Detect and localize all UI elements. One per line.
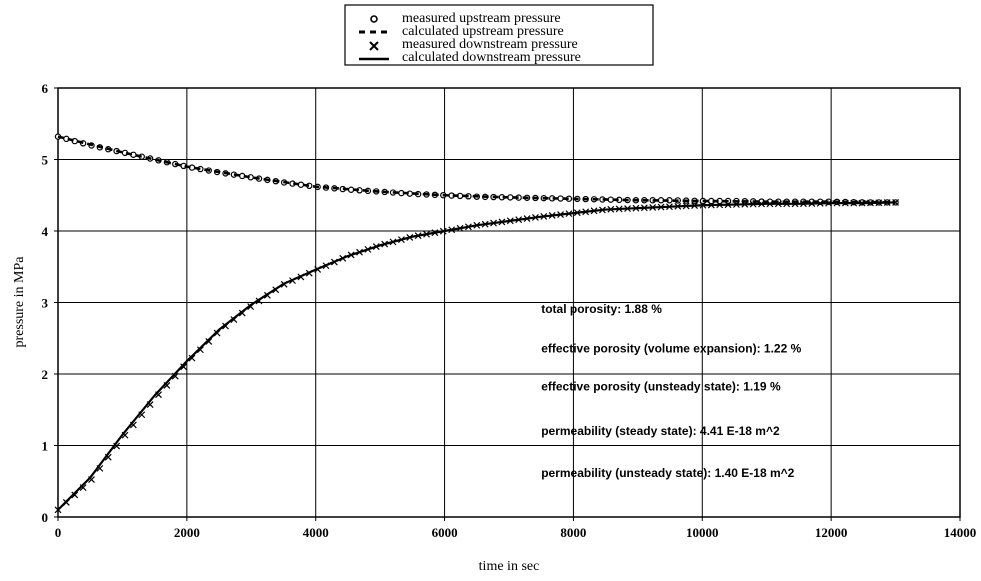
x-tick-label: 4000 bbox=[303, 525, 329, 540]
legend-label-calculated-downstream: calculated downstream pressure bbox=[402, 50, 581, 65]
data-point-x-stroke bbox=[113, 442, 121, 450]
series-measured-upstream-pressure bbox=[54, 133, 899, 206]
x-tick-label: 10000 bbox=[686, 525, 719, 540]
data-point-x-stroke bbox=[79, 484, 87, 491]
data-point-x-stroke bbox=[188, 354, 196, 362]
data-point-x-stroke bbox=[138, 411, 146, 419]
data-point-x bbox=[71, 491, 79, 499]
annotation-text: effective porosity (unsteady state): 1.1… bbox=[541, 379, 781, 393]
x-tick-label: 2000 bbox=[174, 525, 200, 540]
y-axis-title: pressure in MPa bbox=[12, 256, 27, 348]
annotations: total porosity: 1.88 % effective porosity… bbox=[541, 302, 801, 480]
series bbox=[54, 133, 899, 514]
x-tick-label: 8000 bbox=[560, 525, 586, 540]
legend-label-measured-downstream: measured downstream pressure bbox=[402, 37, 578, 52]
legend: measured upstream pressure calculated up… bbox=[344, 4, 654, 66]
data-point-x-stroke bbox=[180, 363, 188, 371]
data-point-x bbox=[196, 346, 204, 354]
data-point-x-stroke bbox=[104, 453, 112, 461]
data-point-x-stroke bbox=[121, 431, 129, 439]
data-point-x-stroke bbox=[71, 491, 79, 499]
data-point-x-stroke bbox=[146, 401, 154, 408]
plot-area-border bbox=[57, 87, 961, 518]
data-point-x bbox=[180, 363, 188, 371]
grid bbox=[54, 87, 961, 521]
x-tick-label: 6000 bbox=[432, 525, 458, 540]
y-tick-label: 4 bbox=[42, 224, 49, 239]
data-point-x bbox=[188, 354, 196, 362]
data-point-circle bbox=[557, 195, 564, 202]
data-point-x-stroke bbox=[88, 476, 95, 483]
tick-labels: 0 2000 4000 6000 8000 10000 12000 14000 0 1 2 3 4 5 6 bbox=[42, 81, 977, 540]
series-calculated-downstream-pressure bbox=[57, 201, 896, 511]
annotation-text: effective porosity (volume expansion): 1… bbox=[541, 342, 801, 356]
series-line bbox=[57, 201, 896, 511]
legend-marker-x bbox=[369, 41, 379, 51]
data-point-x-stroke bbox=[96, 464, 104, 472]
y-tick-label: 2 bbox=[42, 367, 49, 382]
series-line bbox=[57, 135, 896, 204]
x-axis-title: time in sec bbox=[479, 559, 540, 574]
x-tick-label: 12000 bbox=[815, 525, 848, 540]
data-point-x-stroke bbox=[129, 421, 137, 429]
x-tick-label: 0 bbox=[55, 525, 62, 540]
legend-label-calculated-upstream: calculated upstream pressure bbox=[402, 24, 564, 39]
y-tick-label: 0 bbox=[42, 510, 49, 525]
data-point-x-stroke bbox=[196, 346, 204, 354]
x-tick-label: 14000 bbox=[944, 525, 977, 540]
data-point-x-stroke bbox=[171, 372, 179, 380]
data-point-x-stroke bbox=[205, 337, 213, 345]
annotation-text: permeability (unsteady state): 1.40 E-18… bbox=[541, 466, 794, 480]
data-point-x-stroke bbox=[155, 391, 162, 399]
y-tick-label: 5 bbox=[42, 153, 49, 168]
legend-box bbox=[344, 4, 654, 66]
annotation-text: total porosity: 1.88 % bbox=[541, 302, 662, 316]
y-tick-label: 6 bbox=[42, 81, 49, 96]
series-calculated-upstream-pressure bbox=[57, 135, 896, 204]
legend-label-measured-upstream: measured upstream pressure bbox=[402, 11, 561, 26]
annotation-text: permeability (steady state): 4.41 E-18 m… bbox=[541, 424, 780, 438]
y-tick-label: 1 bbox=[42, 439, 49, 454]
legend-marker-circle bbox=[370, 15, 378, 23]
data-point-x-stroke bbox=[163, 382, 171, 389]
y-tick-label: 3 bbox=[42, 296, 49, 311]
data-point-x bbox=[205, 337, 213, 345]
data-point-circle bbox=[607, 196, 614, 203]
